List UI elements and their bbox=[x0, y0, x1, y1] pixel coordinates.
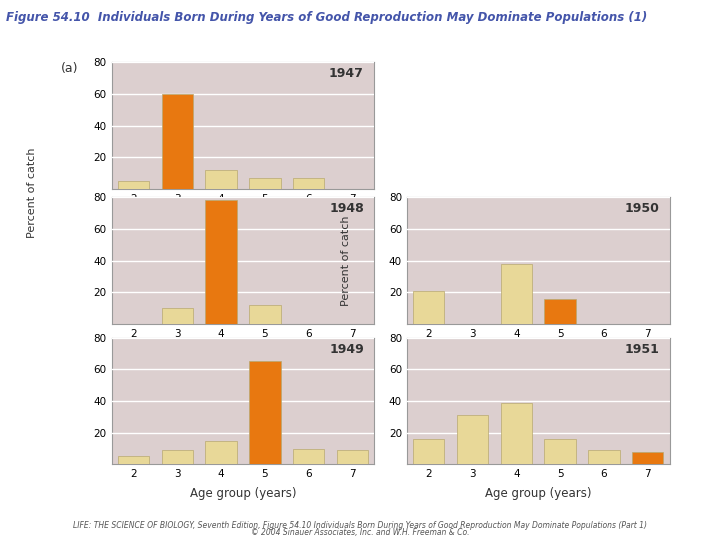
Text: 1948: 1948 bbox=[329, 202, 364, 215]
Bar bbox=[249, 361, 281, 464]
Bar bbox=[500, 264, 532, 324]
Bar bbox=[413, 439, 444, 464]
Bar bbox=[293, 178, 325, 189]
Text: Percent of catch: Percent of catch bbox=[341, 215, 351, 306]
Bar bbox=[205, 441, 237, 464]
Bar bbox=[205, 170, 237, 189]
Bar bbox=[293, 449, 325, 464]
Bar bbox=[337, 450, 368, 464]
Text: Percent of catch: Percent of catch bbox=[27, 148, 37, 238]
Bar bbox=[544, 439, 576, 464]
Bar bbox=[588, 450, 620, 464]
Bar bbox=[118, 456, 149, 464]
Bar bbox=[544, 299, 576, 324]
Text: LIFE: THE SCIENCE OF BIOLOGY, Seventh Edition, Figure 54.10 Individuals Born Dur: LIFE: THE SCIENCE OF BIOLOGY, Seventh Ed… bbox=[73, 521, 647, 530]
Bar bbox=[456, 415, 488, 464]
Text: 1949: 1949 bbox=[329, 342, 364, 355]
Bar bbox=[205, 200, 237, 324]
Bar bbox=[118, 181, 149, 189]
Text: © 2004 Sinauer Associates, Inc. and W.H. Freeman & Co.: © 2004 Sinauer Associates, Inc. and W.H.… bbox=[251, 528, 469, 537]
Text: 1947: 1947 bbox=[329, 67, 364, 80]
Text: Age group (years): Age group (years) bbox=[485, 487, 591, 500]
Bar bbox=[249, 305, 281, 324]
Bar bbox=[161, 308, 193, 324]
Text: 1951: 1951 bbox=[624, 342, 659, 355]
Bar bbox=[632, 451, 663, 464]
Bar bbox=[413, 291, 444, 324]
Text: Figure 54.10  Individuals Born During Years of Good Reproduction May Dominate Po: Figure 54.10 Individuals Born During Yea… bbox=[6, 11, 647, 24]
Text: (a): (a) bbox=[61, 62, 78, 75]
Text: 1950: 1950 bbox=[624, 202, 659, 215]
Bar bbox=[161, 450, 193, 464]
Bar bbox=[161, 94, 193, 189]
Bar bbox=[249, 178, 281, 189]
Bar bbox=[500, 402, 532, 464]
Text: Age group (years): Age group (years) bbox=[190, 487, 296, 500]
